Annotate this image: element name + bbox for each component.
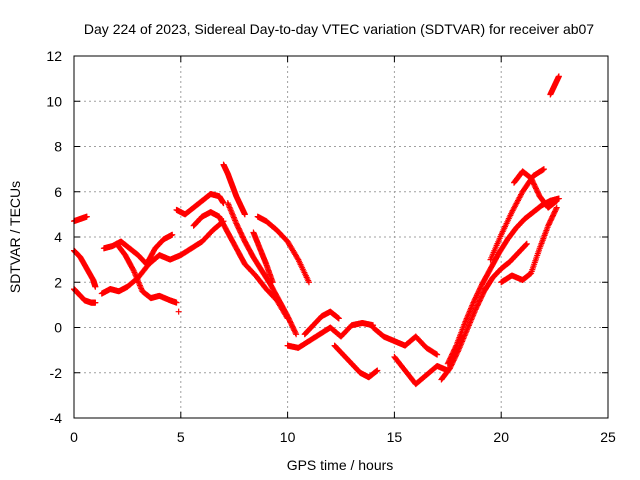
series-track-l	[250, 229, 276, 286]
y-tick-label: 12	[46, 48, 62, 64]
data-point	[269, 279, 276, 286]
x-tick-label: 25	[600, 429, 616, 445]
data-point	[434, 351, 441, 358]
x-tick-label: 15	[387, 429, 403, 445]
series-track-e	[100, 231, 176, 268]
y-tick-label: 8	[54, 139, 62, 155]
data-point	[523, 241, 530, 248]
x-tick-labels: 0 5 10 15 20 25	[70, 429, 616, 445]
data-point	[83, 213, 90, 220]
data-point	[175, 308, 182, 315]
data-point	[92, 299, 99, 306]
data-point	[169, 231, 176, 238]
series-track-g	[175, 308, 182, 315]
data-point	[523, 240, 530, 247]
series-track-u	[487, 166, 547, 263]
data-point	[92, 283, 99, 290]
x-axis-title: GPS time / hours	[287, 457, 394, 473]
series-track-f	[113, 240, 180, 306]
series-track-j	[220, 161, 248, 218]
x-tick-label: 10	[280, 429, 296, 445]
data-point	[374, 367, 381, 374]
series-track-q	[370, 324, 441, 358]
x-tick-label: 5	[177, 429, 185, 445]
data-point	[292, 329, 299, 336]
series-track-i	[190, 209, 291, 322]
y-tick-label: 10	[46, 93, 62, 109]
data-point	[305, 279, 312, 286]
series-track-b	[71, 247, 99, 290]
series-track-n	[284, 319, 377, 351]
series-track-p	[331, 342, 381, 381]
data-point	[555, 73, 562, 80]
data-point	[241, 211, 248, 218]
y-tick-label: 0	[54, 320, 62, 336]
y-tick-labels: -4 -2 0 2 4 6 8 10 12	[46, 48, 62, 426]
data-point	[173, 299, 180, 306]
grid-lines	[74, 56, 608, 418]
y-tick-label: -2	[50, 365, 63, 381]
data-point	[522, 242, 529, 249]
y-axis-title: SDTVAR / TECUs	[7, 181, 23, 293]
series-track-x	[547, 73, 562, 98]
x-tick-label: 0	[70, 429, 78, 445]
y-tick-label: 4	[54, 229, 62, 245]
data-point	[335, 315, 342, 322]
data-point	[452, 343, 459, 350]
series-track-m	[254, 213, 312, 286]
series-track-o	[301, 308, 342, 338]
series-track-v	[511, 168, 560, 211]
chart-title: Day 224 of 2023, Sidereal Day-to-day VTE…	[84, 21, 594, 37]
data-point	[293, 331, 300, 338]
series-track-w	[498, 204, 560, 286]
y-tick-label: -4	[50, 410, 63, 426]
series-track-h	[173, 191, 227, 218]
series-track-s	[438, 240, 530, 383]
data-point	[454, 348, 461, 355]
x-tick-label: 20	[493, 429, 509, 445]
y-tick-label: 2	[54, 274, 62, 290]
series-track-c	[71, 286, 99, 306]
data-point	[553, 197, 560, 204]
data-point	[553, 205, 560, 212]
series-track-d	[98, 218, 227, 297]
plot-frame	[73, 55, 609, 419]
data-point	[553, 204, 560, 211]
y-tick-label: 6	[54, 184, 62, 200]
data-point	[540, 166, 547, 173]
data-points	[71, 73, 562, 388]
